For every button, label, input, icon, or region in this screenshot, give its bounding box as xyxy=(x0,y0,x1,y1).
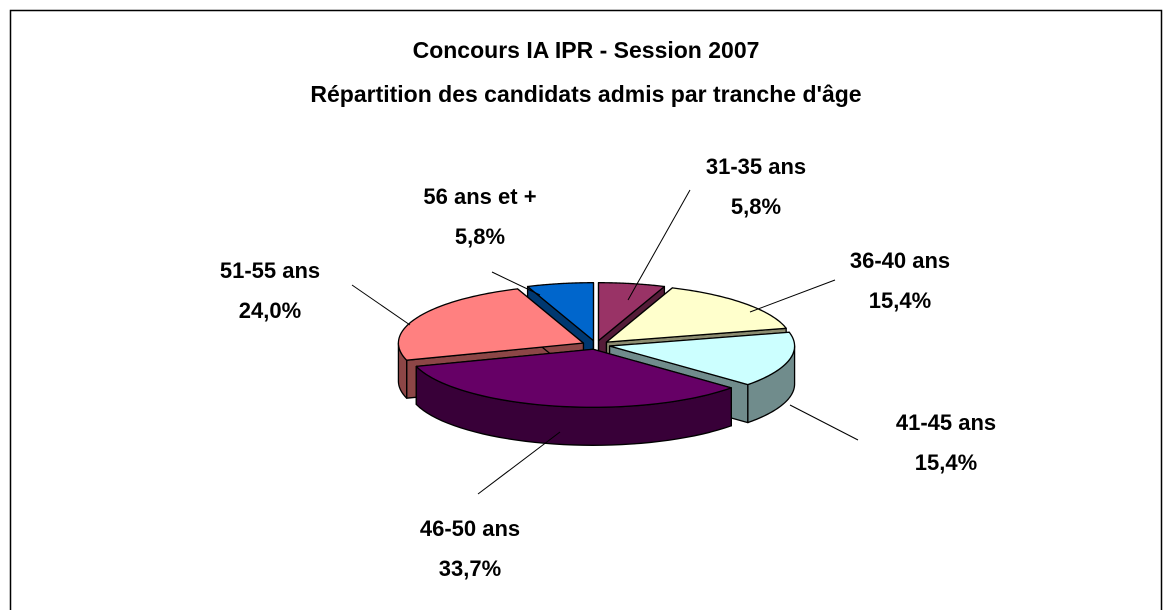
slice-label: 41-45 ans xyxy=(896,410,996,435)
slice-value-label: 33,7% xyxy=(439,556,501,581)
leader-line xyxy=(351,284,411,326)
slice-top xyxy=(397,288,585,361)
leader-line xyxy=(749,279,836,313)
slice-label: 31-35 ans xyxy=(706,154,806,179)
slice-label: 36-40 ans xyxy=(850,248,950,273)
slice-top xyxy=(597,282,666,342)
slice-label: 51-55 ans xyxy=(220,258,320,283)
leader-line xyxy=(491,271,541,296)
slice-top xyxy=(605,287,787,343)
slice-top xyxy=(608,331,796,386)
leader-line xyxy=(477,431,561,495)
slice-value-label: 15,4% xyxy=(869,288,931,313)
slice-top xyxy=(526,282,595,342)
leader-line xyxy=(789,404,859,441)
leader-line xyxy=(627,189,691,301)
slice-label: 46-50 ans xyxy=(420,516,520,541)
chart-title: Concours IA IPR - Session 2007 xyxy=(413,37,760,63)
slice-label: 56 ans et + xyxy=(423,184,536,209)
slice xyxy=(415,348,732,446)
chart-subtitle: Répartition des candidats admis par tran… xyxy=(310,81,861,107)
slice-value-label: 5,8% xyxy=(455,224,505,249)
slice-value-label: 24,0% xyxy=(239,298,301,323)
slice-value-label: 5,8% xyxy=(731,194,781,219)
slice-value-label: 15,4% xyxy=(915,450,977,475)
slice-top xyxy=(415,348,732,408)
